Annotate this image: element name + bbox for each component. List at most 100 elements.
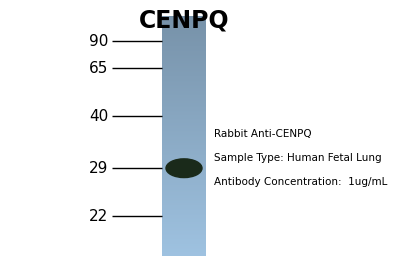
Bar — [162, 243, 206, 244]
Bar — [162, 184, 206, 185]
Bar — [162, 191, 206, 192]
Bar — [162, 195, 206, 196]
Bar — [162, 81, 206, 83]
Bar — [162, 55, 206, 56]
Bar — [162, 105, 206, 107]
Bar — [162, 113, 206, 114]
Bar — [162, 170, 206, 171]
Bar — [162, 224, 206, 225]
Bar — [162, 218, 206, 219]
Bar — [162, 247, 206, 248]
Bar — [162, 129, 206, 131]
Bar — [162, 61, 206, 62]
Bar — [162, 88, 206, 89]
Bar — [162, 110, 206, 111]
Bar — [162, 117, 206, 118]
Bar — [162, 138, 206, 139]
Bar — [162, 169, 206, 170]
Bar — [162, 66, 206, 67]
Bar — [162, 186, 206, 187]
Bar — [162, 130, 206, 131]
Bar — [162, 53, 206, 54]
Bar — [162, 140, 206, 141]
Bar — [162, 194, 206, 195]
Bar — [162, 34, 206, 35]
Bar — [162, 193, 206, 194]
Bar — [162, 45, 206, 46]
Bar — [162, 84, 206, 85]
Bar — [162, 248, 206, 249]
Bar — [162, 137, 206, 138]
Bar — [162, 99, 206, 100]
Bar — [162, 26, 206, 27]
Bar — [162, 65, 206, 66]
Bar — [162, 73, 206, 74]
Bar — [162, 185, 206, 186]
Bar — [162, 207, 206, 208]
Bar — [162, 127, 206, 128]
Bar — [162, 153, 206, 154]
Bar — [162, 253, 206, 254]
Text: 40: 40 — [89, 109, 108, 124]
Text: Antibody Concentration:  1ug/mL: Antibody Concentration: 1ug/mL — [214, 176, 387, 187]
Bar — [162, 199, 206, 200]
Bar — [162, 39, 206, 40]
Bar — [162, 40, 206, 41]
Bar — [162, 83, 206, 84]
Bar — [162, 81, 206, 82]
Bar — [162, 233, 206, 234]
Bar — [162, 166, 206, 167]
Bar — [162, 50, 206, 51]
Bar — [162, 242, 206, 244]
Bar — [162, 101, 206, 102]
Bar — [162, 113, 206, 115]
Bar — [162, 30, 206, 31]
Bar — [162, 177, 206, 178]
Bar — [162, 61, 206, 62]
Bar — [162, 198, 206, 199]
Bar — [162, 80, 206, 81]
Bar — [162, 102, 206, 103]
Bar — [162, 175, 206, 176]
Bar — [162, 139, 206, 140]
Bar — [162, 132, 206, 133]
Bar — [162, 240, 206, 241]
Bar — [162, 28, 206, 29]
Bar — [162, 161, 206, 162]
Bar — [162, 78, 206, 79]
Bar — [162, 230, 206, 231]
Bar — [162, 56, 206, 57]
Bar — [162, 178, 206, 179]
Bar — [162, 245, 206, 246]
Bar — [162, 174, 206, 175]
Bar — [162, 206, 206, 207]
Bar — [162, 190, 206, 191]
Bar — [162, 107, 206, 108]
Bar — [162, 29, 206, 30]
Bar — [162, 150, 206, 151]
Bar — [162, 213, 206, 214]
Bar — [162, 159, 206, 160]
Bar — [162, 158, 206, 159]
Text: 90: 90 — [89, 34, 108, 49]
Bar — [162, 63, 206, 64]
Bar — [162, 129, 206, 130]
Bar — [162, 236, 206, 237]
Bar — [162, 211, 206, 212]
Bar — [162, 134, 206, 135]
Bar — [162, 172, 206, 173]
Bar — [162, 166, 206, 167]
Bar — [162, 158, 206, 159]
Bar — [162, 250, 206, 251]
Bar — [162, 64, 206, 65]
Bar — [162, 58, 206, 59]
Bar — [162, 89, 206, 91]
Bar — [162, 72, 206, 73]
Bar — [162, 124, 206, 125]
Bar — [162, 135, 206, 136]
Bar — [162, 147, 206, 148]
Bar — [162, 238, 206, 239]
Bar — [162, 57, 206, 58]
Bar — [162, 49, 206, 50]
Bar — [162, 225, 206, 226]
